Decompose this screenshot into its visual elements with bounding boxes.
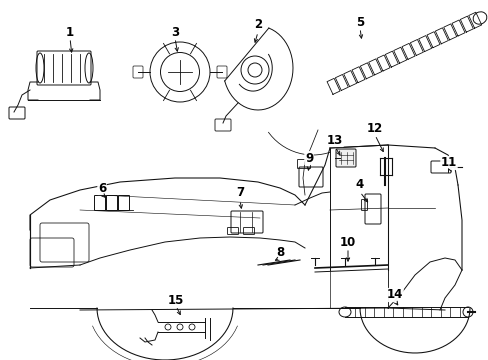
Text: 6: 6 [98,181,106,194]
Text: 10: 10 [339,235,355,248]
FancyBboxPatch shape [335,149,355,167]
Text: 8: 8 [275,246,284,258]
Ellipse shape [472,12,486,24]
Text: 5: 5 [355,15,364,28]
Text: 11: 11 [440,157,456,170]
Text: 14: 14 [386,288,403,302]
Text: 12: 12 [366,122,382,135]
Text: 9: 9 [304,152,312,165]
Text: 4: 4 [355,179,364,192]
Text: 7: 7 [235,186,244,199]
Text: 15: 15 [167,293,184,306]
Text: 2: 2 [253,18,262,31]
Text: 13: 13 [326,134,343,147]
Text: 1: 1 [66,26,74,39]
Text: 3: 3 [171,26,179,39]
